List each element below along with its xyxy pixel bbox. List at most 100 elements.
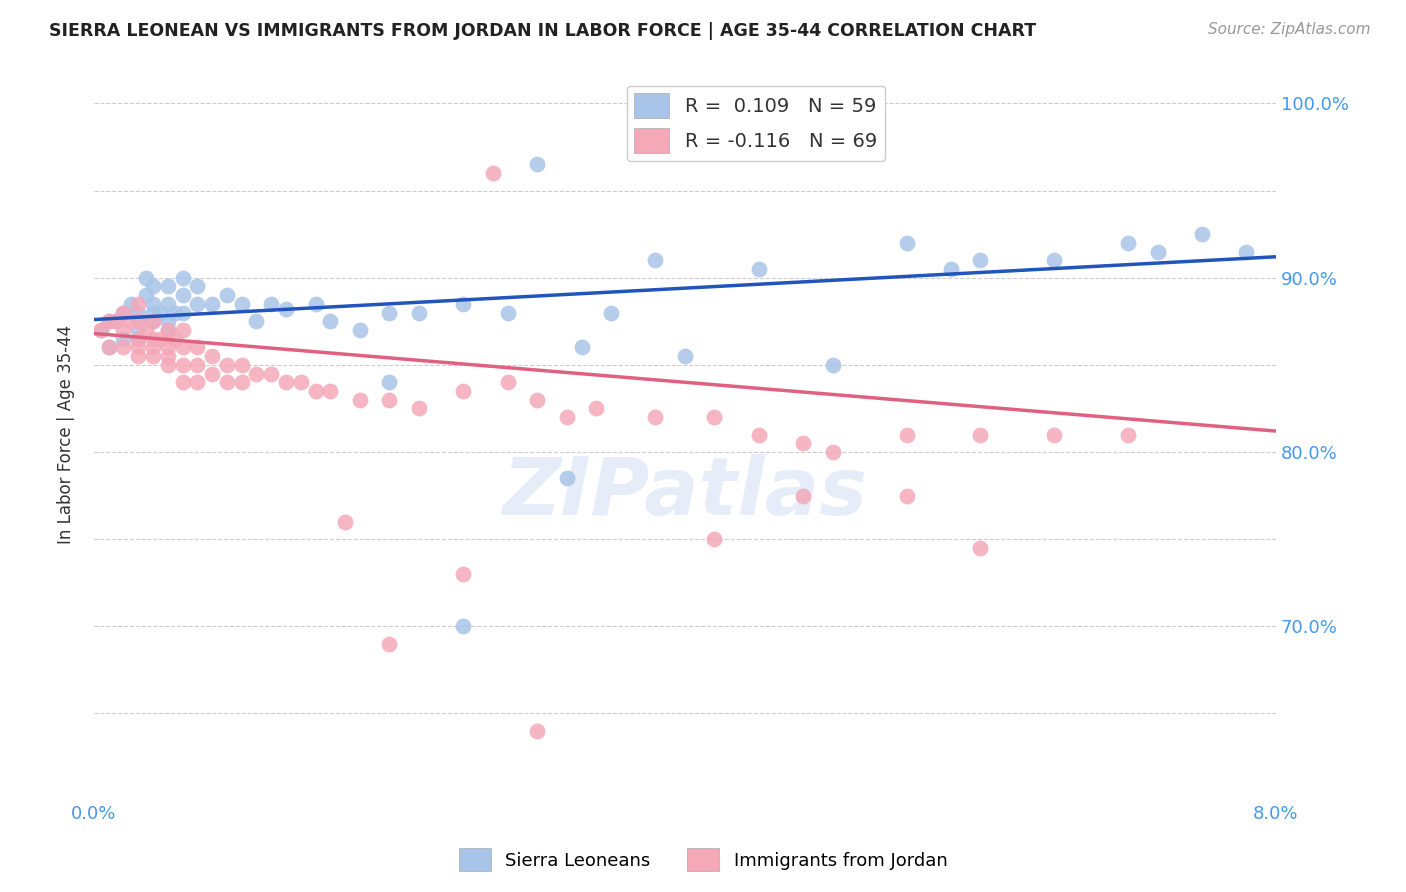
Point — [112, 340, 135, 354]
Point — [939, 262, 962, 277]
Point — [453, 384, 475, 398]
Point — [585, 401, 607, 416]
Text: SIERRA LEONEAN VS IMMIGRANTS FROM JORDAN IN LABOR FORCE | AGE 35-44 CORRELATION : SIERRA LEONEAN VS IMMIGRANTS FROM JORDAN… — [49, 22, 1036, 40]
Point — [127, 305, 149, 319]
Point — [1234, 244, 1257, 259]
Point — [378, 392, 401, 407]
Point — [142, 314, 165, 328]
Point — [97, 340, 120, 354]
Point — [127, 340, 149, 354]
Point — [215, 358, 238, 372]
Point — [260, 297, 283, 311]
Point — [112, 305, 135, 319]
Point — [156, 297, 179, 311]
Point — [156, 314, 179, 328]
Point — [172, 288, 194, 302]
Point — [172, 376, 194, 390]
Point — [349, 323, 371, 337]
Point — [748, 262, 770, 277]
Point — [186, 279, 208, 293]
Text: ZIPatlas: ZIPatlas — [502, 454, 868, 533]
Point — [201, 367, 224, 381]
Point — [142, 332, 165, 346]
Point — [186, 297, 208, 311]
Point — [1043, 427, 1066, 442]
Point — [319, 384, 342, 398]
Point — [526, 392, 548, 407]
Point — [748, 427, 770, 442]
Point — [1116, 235, 1139, 250]
Point — [496, 305, 519, 319]
Point — [90, 323, 112, 337]
Point — [1146, 244, 1168, 259]
Point — [378, 305, 401, 319]
Point — [821, 358, 844, 372]
Legend: R =  0.109   N = 59, R = -0.116   N = 69: R = 0.109 N = 59, R = -0.116 N = 69 — [627, 86, 884, 161]
Point — [112, 305, 135, 319]
Point — [156, 279, 179, 293]
Point — [127, 314, 149, 328]
Point — [304, 384, 326, 398]
Point — [135, 323, 157, 337]
Point — [127, 323, 149, 337]
Point — [526, 157, 548, 171]
Point — [142, 314, 165, 328]
Point — [555, 471, 578, 485]
Point — [453, 567, 475, 582]
Point — [453, 619, 475, 633]
Point — [127, 297, 149, 311]
Text: Source: ZipAtlas.com: Source: ZipAtlas.com — [1208, 22, 1371, 37]
Point — [186, 358, 208, 372]
Point — [120, 314, 142, 328]
Point — [149, 332, 172, 346]
Legend: Sierra Leoneans, Immigrants from Jordan: Sierra Leoneans, Immigrants from Jordan — [451, 841, 955, 879]
Point — [156, 323, 179, 337]
Point — [156, 340, 179, 354]
Point — [97, 340, 120, 354]
Point — [969, 541, 991, 555]
Point — [142, 349, 165, 363]
Point — [127, 349, 149, 363]
Point — [792, 489, 814, 503]
Point — [792, 436, 814, 450]
Point — [274, 376, 297, 390]
Point — [482, 166, 505, 180]
Point — [156, 358, 179, 372]
Point — [231, 376, 253, 390]
Point — [231, 358, 253, 372]
Point — [105, 314, 128, 328]
Point — [120, 297, 142, 311]
Point — [97, 314, 120, 328]
Point — [333, 515, 356, 529]
Point — [156, 323, 179, 337]
Point — [703, 532, 725, 546]
Point — [186, 340, 208, 354]
Point — [201, 349, 224, 363]
Point — [349, 392, 371, 407]
Point — [172, 270, 194, 285]
Point — [112, 332, 135, 346]
Point — [703, 410, 725, 425]
Point — [1191, 227, 1213, 241]
Point — [408, 305, 430, 319]
Point — [112, 323, 135, 337]
Point — [172, 340, 194, 354]
Point — [245, 314, 267, 328]
Point — [172, 358, 194, 372]
Point — [290, 376, 312, 390]
Point — [127, 332, 149, 346]
Point — [231, 297, 253, 311]
Point — [644, 410, 666, 425]
Point — [1043, 253, 1066, 268]
Point — [644, 253, 666, 268]
Point — [165, 305, 187, 319]
Point — [142, 279, 165, 293]
Point — [526, 723, 548, 738]
Point — [245, 367, 267, 381]
Point — [201, 297, 224, 311]
Point — [172, 305, 194, 319]
Point — [319, 314, 342, 328]
Point — [555, 410, 578, 425]
Point — [105, 314, 128, 328]
Point — [969, 427, 991, 442]
